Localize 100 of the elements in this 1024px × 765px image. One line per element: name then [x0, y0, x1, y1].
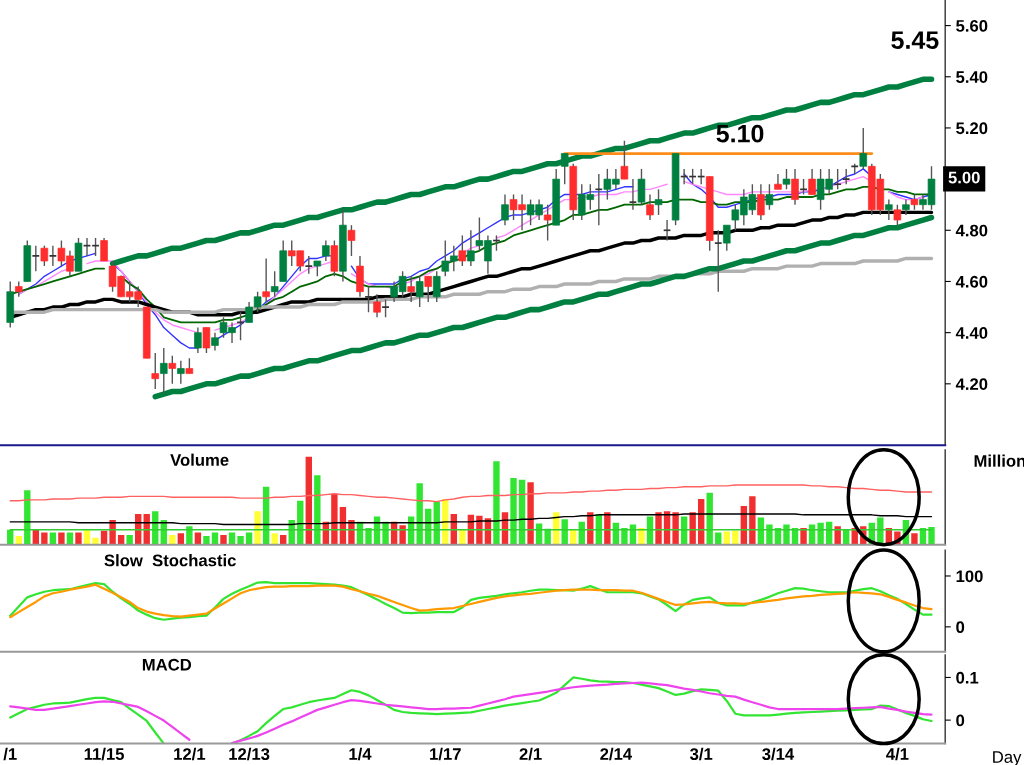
bar — [382, 521, 389, 545]
candlestick — [151, 352, 160, 390]
candlestick — [407, 275, 415, 303]
bar — [416, 483, 423, 545]
candlestick — [637, 168, 646, 206]
x-tick-label: /1 — [3, 747, 17, 761]
bar — [766, 524, 773, 545]
bar — [800, 527, 807, 545]
bar — [331, 493, 338, 545]
candlestick — [347, 224, 356, 257]
candlestick — [100, 237, 108, 262]
bar — [732, 530, 739, 545]
annotation: 5.45 — [891, 31, 939, 50]
candlestick — [620, 140, 629, 180]
bar — [66, 532, 74, 545]
bar — [911, 533, 918, 545]
bar — [58, 532, 65, 545]
bar — [604, 512, 611, 545]
candlestick — [662, 219, 672, 242]
x-tick-label: 1/4 — [349, 747, 372, 761]
candlestick — [646, 193, 654, 221]
bar — [476, 515, 483, 545]
y-tick-label: 4.60 — [955, 275, 988, 288]
bar — [109, 520, 116, 545]
x-tick-label: 2/1 — [519, 747, 542, 761]
bar — [510, 477, 517, 545]
chart-title: MACD — [142, 658, 192, 671]
y-tick-label: 0 — [956, 621, 965, 634]
y-tick-label: 5.60 — [956, 19, 988, 32]
bar — [638, 527, 645, 545]
bar — [783, 524, 790, 545]
bar — [228, 532, 236, 545]
bar — [254, 511, 261, 545]
candlestick — [757, 183, 765, 221]
bar — [220, 535, 227, 545]
x-tick-label: 4/1 — [886, 747, 909, 761]
bar — [186, 526, 193, 545]
candlestick — [859, 127, 868, 170]
bar — [749, 496, 756, 545]
candlestick — [48, 244, 58, 267]
bar — [672, 512, 679, 545]
x-tick-label: 11/15 — [84, 747, 124, 761]
bar — [459, 529, 466, 545]
candlestick — [432, 270, 441, 303]
bar — [126, 535, 133, 545]
candlestick — [893, 204, 902, 226]
y-tick-label: 5.20 — [956, 122, 988, 135]
bar — [305, 456, 312, 545]
bar — [49, 532, 57, 545]
candlestick — [40, 244, 49, 267]
bar — [41, 532, 48, 545]
candlestick — [560, 152, 569, 185]
bar — [203, 535, 210, 545]
bar — [314, 475, 321, 545]
candlestick — [765, 183, 774, 211]
bar — [399, 525, 406, 545]
candlestick — [833, 168, 842, 191]
candlestick — [424, 275, 432, 303]
x-tick-label: 2/14 — [600, 747, 633, 761]
candlestick — [202, 326, 211, 354]
bar — [621, 527, 628, 545]
candlestick — [885, 198, 893, 221]
candlestick — [791, 168, 799, 206]
y-tick-label: 4.40 — [955, 327, 988, 339]
bar — [757, 517, 765, 545]
x-tick-label: 3/14 — [762, 747, 795, 761]
annotation: 5.10 — [716, 124, 764, 143]
candlestick — [168, 354, 177, 385]
chart-title: Volume — [170, 453, 229, 466]
bar — [527, 482, 534, 545]
candlestick — [458, 234, 467, 267]
bar — [75, 532, 82, 545]
candlestick — [262, 257, 270, 303]
candlestick — [714, 229, 723, 293]
bar — [544, 528, 551, 545]
x-tick-label: 12/13 — [229, 747, 270, 761]
bar — [245, 532, 253, 545]
bar — [271, 533, 278, 545]
candlestick — [808, 168, 816, 196]
bar — [194, 532, 202, 545]
bar — [365, 527, 372, 545]
y-tick-label: 4.20 — [955, 378, 988, 391]
bar — [493, 461, 500, 545]
x-tick-label: 3/1 — [689, 747, 713, 761]
bar — [348, 520, 355, 545]
candlestick — [31, 244, 41, 272]
candlestick — [782, 168, 791, 191]
bar — [177, 533, 185, 545]
bar — [817, 522, 824, 545]
candlestick — [628, 178, 638, 211]
candlestick — [467, 229, 475, 267]
y-tick-label: 0 — [956, 714, 965, 727]
bar — [655, 512, 662, 545]
candlestick — [364, 285, 373, 313]
candlestick — [194, 326, 202, 354]
y-tick-label: 100 — [956, 570, 983, 583]
candlestick — [270, 270, 279, 298]
bar — [928, 527, 935, 545]
candlestick — [415, 275, 424, 308]
bar — [169, 535, 176, 545]
